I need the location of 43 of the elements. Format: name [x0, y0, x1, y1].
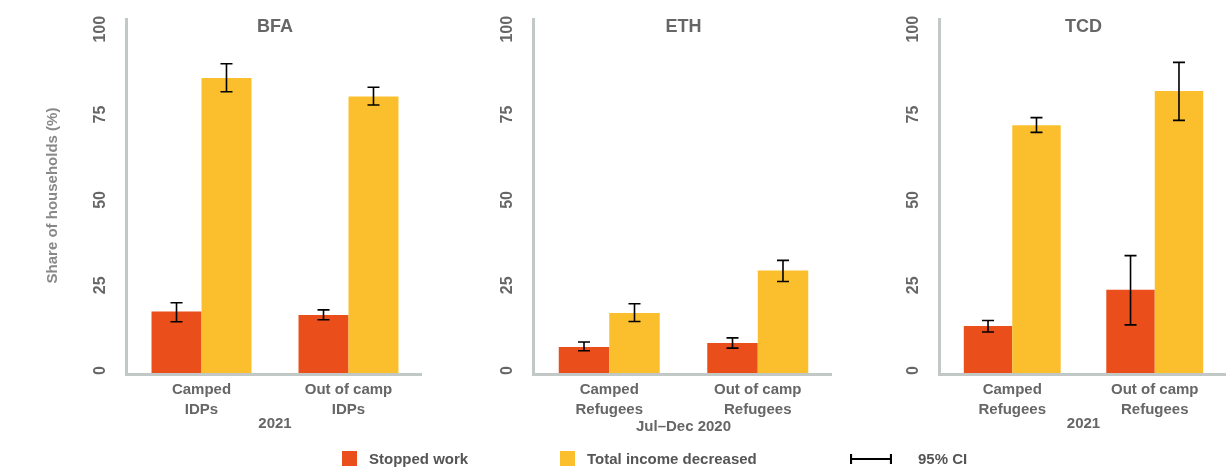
bar — [1106, 289, 1155, 373]
bar — [201, 78, 252, 373]
y-tick-label: 75 — [903, 105, 921, 124]
x-tick-label: Out of camp Refugees — [1110, 380, 1199, 417]
y-tick-label: 25 — [903, 276, 921, 295]
x-axis-title: 2021 — [1066, 413, 1101, 431]
legend-label: Total income decreased — [587, 450, 757, 467]
y-axis-title: Share of households (%) — [42, 107, 60, 284]
bar — [707, 342, 758, 373]
y-tick-label: 50 — [90, 190, 108, 209]
bar — [1154, 91, 1204, 373]
x-tick-label: Camped Refugees — [575, 380, 644, 417]
y-tick-label: 75 — [497, 105, 515, 124]
x-axis-title: Jul–Dec 2020 — [635, 416, 732, 434]
x-tick-label: Out of camp Refugees — [713, 380, 802, 417]
bar — [963, 325, 1013, 373]
y-tick-label: 0 — [90, 366, 108, 376]
bar — [1012, 125, 1061, 373]
chart-title: TCD — [1065, 16, 1102, 37]
chart-title: ETH — [665, 16, 702, 37]
y-tick-label: 0 — [903, 366, 921, 376]
y-tick-label: 100 — [497, 15, 515, 43]
bar — [151, 311, 202, 373]
y-tick-label: 50 — [497, 190, 515, 209]
y-tick-label: 100 — [90, 15, 108, 43]
bar — [298, 314, 349, 373]
bar — [348, 96, 399, 373]
y-tick-label: 75 — [90, 105, 108, 124]
y-tick-label: 25 — [497, 276, 515, 295]
y-tick-label: 100 — [903, 15, 921, 43]
x-tick-label: Camped IDPs — [171, 380, 232, 417]
bar — [757, 270, 809, 373]
bar — [609, 312, 660, 373]
x-tick-label: Camped Refugees — [978, 380, 1047, 417]
y-tick-label: 0 — [497, 366, 515, 376]
x-tick-label: Out of camp IDPs — [304, 380, 393, 417]
y-tick-label: 25 — [90, 276, 108, 295]
legend-label: Stopped work — [369, 450, 469, 467]
bar — [558, 347, 610, 373]
y-tick-label: 50 — [903, 190, 921, 209]
text: 95% CI — [918, 450, 968, 467]
chart-title: BFA — [257, 16, 293, 37]
x-axis-title: 2021 — [258, 413, 292, 431]
